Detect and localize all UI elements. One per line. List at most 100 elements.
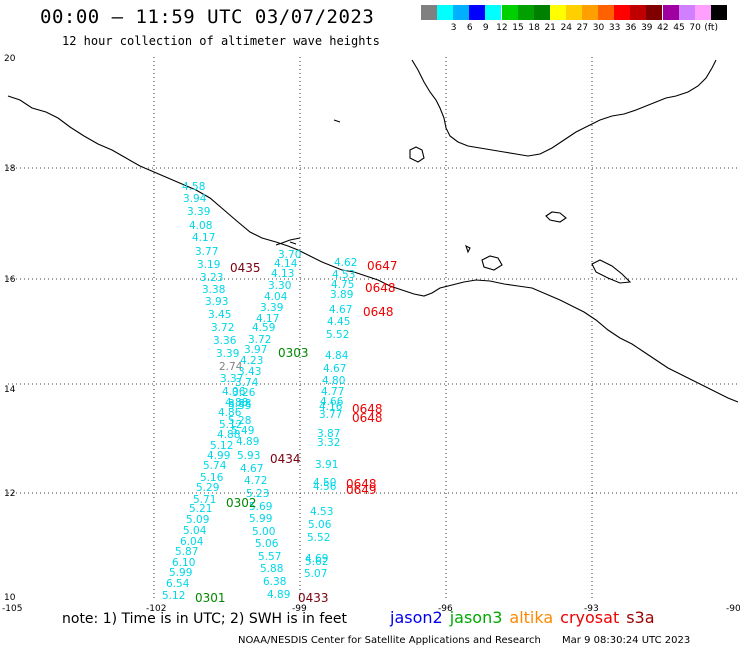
wave-height-value: 4.16 [319, 401, 343, 413]
wave-height-value: 5.74 [203, 460, 227, 472]
wave-height-value: 4.89 [267, 589, 290, 601]
lon-gridlines [153, 57, 593, 600]
lat-tick: 20 [4, 54, 16, 64]
wave-height-value: 3.91 [315, 459, 338, 471]
wave-height-value: 4.69 [305, 553, 328, 565]
legend-label: 3 [450, 23, 457, 33]
wave-height-value: 5.52 [326, 329, 349, 341]
legend-swatch [453, 5, 471, 20]
wave-height-value: 4.80 [322, 375, 345, 387]
wave-height-value: 4.72 [244, 475, 267, 487]
coastline [7, 59, 739, 403]
pass-time-label: 0433 [298, 591, 329, 605]
legend-label: 42 [657, 23, 669, 33]
wave-height-value: 3.70 [278, 249, 301, 261]
map-subtitle: 12 hour collection of altimeter wave hei… [62, 34, 380, 48]
wave-height-value: 4.53 [332, 269, 355, 281]
satellite-jason2: jason2 [390, 608, 443, 627]
wave-height-value: 6.10 [172, 557, 195, 569]
wave-height-value: 4.66 [320, 396, 344, 408]
wave-height-value: 5.12 [219, 419, 242, 431]
legend-swatch [421, 5, 438, 20]
wave-height-value: 6.04 [180, 536, 204, 548]
pass-time-label: 0435 [230, 261, 261, 275]
wave-height-value: 4.86 [218, 407, 242, 419]
wave-height-value: 4.50 [313, 477, 336, 489]
legend-label: 36 [624, 23, 637, 33]
legend-label: 12 [496, 23, 508, 33]
lon-tick: -99 [292, 604, 307, 614]
wave-height-value: 4.84 [325, 350, 349, 362]
pass-time-label: 0648 [363, 305, 394, 319]
wave-height-value: 6.38 [263, 576, 286, 588]
credit-timestamp: Mar 9 08:30:24 UTC 2023 [562, 635, 691, 646]
legend-swatch [469, 5, 487, 20]
legend-label: 9 [482, 23, 489, 33]
lon-tick-labels: -105 -102 -99 -96 -93 -90 [2, 604, 740, 614]
lon-tick: -96 [438, 604, 453, 614]
legend-label: 27 [576, 23, 589, 33]
wave-height-value: 3.36 [213, 335, 237, 347]
legend-label: 70 [689, 23, 701, 33]
legend-swatch [646, 5, 664, 20]
lon-tick: -102 [146, 604, 166, 614]
pass-time-label: 0303 [278, 346, 309, 360]
wave-height-value: 3.23 [200, 272, 223, 284]
wave-height-value: 5.49 [231, 425, 254, 437]
legend-swatch [614, 5, 632, 20]
wave-height-value: 5.12 [210, 440, 233, 452]
legend-swatch [549, 5, 567, 20]
legend-swatch [501, 5, 519, 20]
legend-label: 33 [608, 23, 621, 33]
wave-height-value: 3.77 [195, 246, 218, 258]
wave-height-value: 5.06 [308, 519, 332, 531]
pass-time-label: 0434 [270, 452, 301, 466]
wave-height-value: 3.89 [330, 289, 353, 301]
wave-height-value: 3.39 [216, 348, 239, 360]
wave-height-value: 4.88 [225, 397, 248, 409]
wave-height-value: 3.39 [260, 302, 283, 314]
wave-height-value: 5.21 [189, 503, 212, 515]
wave-height-value: 5.12 [162, 590, 185, 602]
wave-height-value: 2.74 [219, 361, 243, 373]
pass-time-label: 0301 [195, 591, 226, 605]
legend-swatch [710, 5, 728, 20]
footer-note: note: 1) Time is in UTC; 2) SWH is in fe… [62, 611, 348, 627]
wave-height-value: 3.94 [183, 193, 207, 205]
legend-label: 45 [673, 23, 685, 33]
pass-time-label: 0648 [352, 402, 383, 416]
legend-swatch [565, 5, 583, 20]
pass-time-label: 0648 [346, 477, 377, 491]
lon-tick: -105 [2, 604, 22, 614]
legend-label: 6 [466, 23, 473, 33]
wave-height-value: 4.67 [323, 363, 346, 375]
satellite-altika: altika [509, 608, 554, 627]
legend-swatch [485, 5, 503, 20]
lat-tick: 14 [4, 385, 16, 395]
pass-time-label: 0647 [367, 259, 398, 273]
lat-tick: 18 [4, 164, 16, 174]
wave-height-value: 5.52 [307, 532, 330, 544]
wave-height-value: 3.93 [205, 296, 228, 308]
legend-label: (ft) [704, 23, 718, 33]
wave-height-value: 4.59 [252, 322, 275, 334]
wave-height-value: 4.58 [182, 181, 205, 193]
wave-height-value: 5.23 [246, 488, 269, 500]
wave-height-value: 3.87 [317, 428, 340, 440]
wave-height-value: 3.88 [228, 398, 251, 410]
wave-height-value: 4.56 [313, 481, 337, 493]
pass-time-label: 0648 [352, 411, 383, 425]
wave-height-value: 5.62 [305, 556, 328, 568]
wave-height-value: 4.88 [217, 429, 240, 441]
wave-height-value: 5.04 [183, 525, 207, 537]
wave-height-value: 5.00 [252, 526, 275, 538]
wave-height-value: 4.13 [271, 268, 294, 280]
wave-height-value: 4.67 [240, 463, 263, 475]
wave-height-value: 3.37 [220, 373, 243, 385]
wave-height-value: 3.35 [228, 400, 251, 412]
lon-tick: -93 [584, 604, 599, 614]
lat-tick: 10 [4, 593, 16, 603]
legend-swatch [678, 5, 696, 20]
